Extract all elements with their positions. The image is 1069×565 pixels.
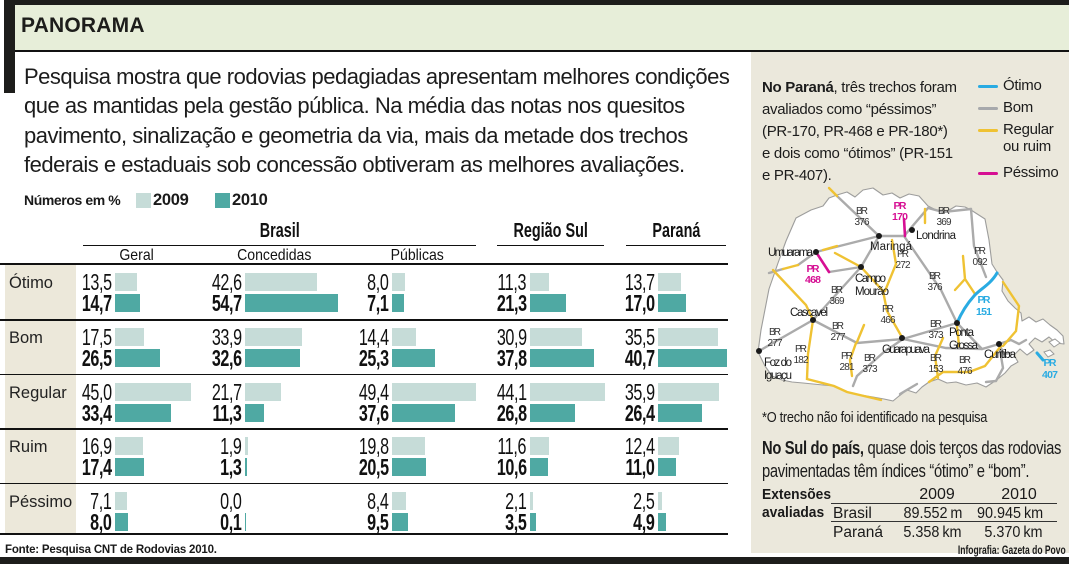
svg-text:PR: PR xyxy=(894,200,907,212)
svg-text:182: 182 xyxy=(794,355,809,366)
svg-text:170: 170 xyxy=(892,211,908,223)
svg-text:BR: BR xyxy=(832,321,844,332)
svg-text:BR: BR xyxy=(856,206,868,217)
svg-text:468: 468 xyxy=(805,274,821,286)
svg-text:Guarapuava: Guarapuava xyxy=(882,344,931,356)
svg-text:PR: PR xyxy=(807,263,820,275)
svg-text:BR: BR xyxy=(930,353,942,364)
svg-text:407: 407 xyxy=(1042,369,1058,381)
svg-text:Ponta: Ponta xyxy=(949,327,975,339)
svg-text:369: 369 xyxy=(830,296,845,307)
svg-text:Londrina: Londrina xyxy=(916,230,957,242)
svg-text:PR: PR xyxy=(974,246,986,257)
svg-text:PR: PR xyxy=(897,249,909,260)
svg-text:Cascavel: Cascavel xyxy=(790,307,828,319)
svg-text:PR: PR xyxy=(795,344,807,355)
svg-text:PR: PR xyxy=(882,304,894,315)
svg-text:Foz do: Foz do xyxy=(764,357,792,369)
svg-text:369: 369 xyxy=(937,217,952,228)
svg-text:BR: BR xyxy=(938,206,950,217)
svg-text:BR: BR xyxy=(929,271,941,282)
svg-text:PR: PR xyxy=(978,294,991,306)
svg-text:BR: BR xyxy=(864,353,876,364)
svg-text:BR: BR xyxy=(831,285,843,296)
svg-text:Mourão: Mourão xyxy=(855,286,889,298)
svg-text:BR: BR xyxy=(769,327,781,338)
svg-text:476: 476 xyxy=(958,366,973,377)
svg-text:Campo: Campo xyxy=(855,273,886,285)
svg-text:PR: PR xyxy=(841,351,853,362)
svg-text:376: 376 xyxy=(855,217,870,228)
svg-text:Grossa: Grossa xyxy=(949,340,979,352)
svg-text:373: 373 xyxy=(863,364,878,375)
svg-text:BR: BR xyxy=(959,355,971,366)
svg-text:PR: PR xyxy=(1044,357,1057,369)
svg-text:Maringá: Maringá xyxy=(870,241,913,253)
svg-text:373: 373 xyxy=(929,330,944,341)
svg-text:Iguaçu: Iguaçu xyxy=(764,370,792,382)
svg-text:153: 153 xyxy=(929,364,944,375)
svg-text:151: 151 xyxy=(976,306,992,318)
svg-text:281: 281 xyxy=(840,362,855,373)
svg-text:277: 277 xyxy=(768,338,783,349)
svg-text:Curitiba: Curitiba xyxy=(984,349,1017,361)
svg-text:272: 272 xyxy=(896,260,911,271)
svg-text:466: 466 xyxy=(881,315,896,326)
svg-text:092: 092 xyxy=(973,257,988,268)
svg-text:277: 277 xyxy=(831,332,846,343)
svg-text:BR: BR xyxy=(930,319,942,330)
svg-text:Umuarama: Umuarama xyxy=(768,247,814,259)
svg-text:376: 376 xyxy=(928,282,943,293)
